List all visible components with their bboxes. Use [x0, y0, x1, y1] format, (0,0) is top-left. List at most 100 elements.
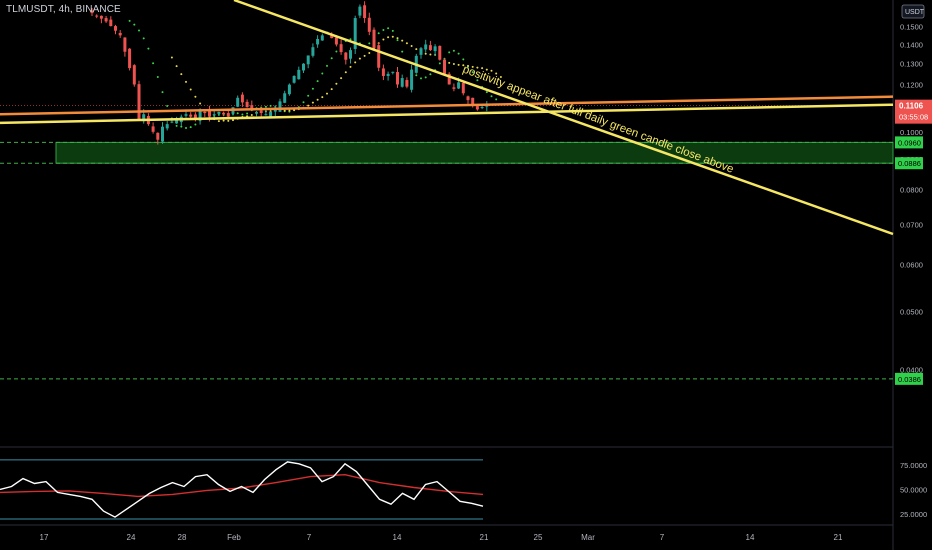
candle-body — [447, 73, 451, 85]
ma-slow-dot — [349, 65, 352, 68]
ma-fast-dot — [307, 94, 310, 97]
ma-slow-dot — [321, 96, 324, 99]
candle-body — [161, 126, 164, 142]
candle-body — [278, 101, 282, 112]
price-tick-label: 0.1500 — [900, 23, 923, 32]
level-badge-box — [895, 372, 923, 385]
candle — [156, 132, 160, 145]
candle-body — [132, 65, 136, 85]
currency-badge-box — [901, 4, 925, 19]
candle — [377, 42, 381, 72]
candle — [349, 47, 352, 64]
ma-slow-dot — [396, 37, 399, 40]
candle-body — [90, 10, 94, 14]
ma-slow-dot — [429, 53, 432, 56]
candle — [222, 111, 226, 117]
ma-fast-dot — [457, 52, 460, 55]
price-tick-label: 0.0500 — [900, 308, 923, 317]
candle — [316, 35, 320, 48]
candle-body — [471, 97, 475, 105]
candle-body — [457, 82, 461, 89]
candle — [104, 15, 108, 23]
candle-body — [316, 38, 320, 45]
candle-body — [165, 124, 169, 129]
ma-fast-dot — [189, 126, 192, 129]
candle-body — [137, 84, 141, 120]
candle — [424, 39, 428, 53]
time-tick-label: 21 — [834, 533, 843, 542]
rsi-line — [0, 461, 484, 518]
time-tick-label: 25 — [534, 533, 543, 542]
ma-fast-dot — [133, 23, 136, 26]
level-badge-label: 0.0960 — [898, 138, 921, 147]
candle-body — [344, 52, 348, 60]
ma-slow-dot — [485, 68, 488, 71]
price-tick-label: 0.0700 — [900, 220, 923, 229]
price-tick-label: 0.1300 — [900, 60, 923, 69]
candle-body — [353, 18, 357, 49]
candle — [118, 30, 122, 38]
candle — [264, 109, 268, 116]
candle-body — [217, 111, 221, 114]
ma-fast-dot — [476, 79, 479, 82]
candle-body — [99, 15, 103, 19]
ma-fast-dot — [166, 104, 169, 107]
ma-slow-dot — [330, 88, 333, 91]
candle-body — [363, 5, 367, 19]
price-tick-label: 0.0600 — [900, 260, 923, 269]
ma-fast-dot — [485, 91, 488, 94]
candle-body — [396, 72, 399, 85]
price-tick-label: 0.1200 — [900, 80, 923, 89]
candle-body — [410, 69, 414, 90]
candles-layer — [90, 1, 489, 145]
ma-fast-dot — [194, 123, 197, 126]
ma-slow-dot — [335, 82, 338, 85]
ma-slow-dot — [462, 64, 465, 67]
candle — [396, 66, 399, 88]
rsi-pane[interactable]: 75.0000 50.0000 25.0000 — [0, 459, 927, 520]
ma-fast-dot — [377, 32, 380, 35]
candle-body — [339, 44, 343, 53]
candle-body — [283, 93, 287, 103]
candle-body — [259, 110, 263, 114]
trendline-layer[interactable] — [0, 0, 894, 236]
candle — [353, 15, 357, 55]
price-axis[interactable]: 0.15000.14000.13000.12000.11000.10000.09… — [895, 4, 932, 385]
ma-slow-dot — [476, 66, 479, 69]
candle — [461, 81, 465, 96]
ma-slow-dot — [180, 73, 183, 76]
candle-body — [240, 94, 244, 103]
candle-body — [203, 111, 207, 114]
ma-fast-dot — [471, 71, 474, 74]
candle-body — [250, 105, 254, 110]
ma-fast-dot — [420, 77, 422, 80]
candle — [283, 90, 287, 104]
candle — [292, 75, 296, 84]
ma-slow-dot — [326, 92, 328, 95]
ma-slow-dot — [311, 101, 314, 104]
candle-body — [273, 109, 277, 112]
dashed-levels-layer — [0, 105, 893, 380]
ma-slow-dot — [499, 76, 502, 79]
candle — [320, 33, 324, 41]
ma-slow-dot — [358, 57, 361, 60]
candle-body — [400, 78, 404, 87]
ma-fast-dot — [311, 87, 314, 90]
candle-body — [109, 19, 113, 27]
candle-body — [264, 114, 268, 116]
orange-trendline — [0, 95, 894, 116]
candle — [447, 72, 451, 85]
ma-slow-dot — [199, 102, 202, 105]
ma-fast-dot — [321, 72, 324, 75]
candle — [255, 111, 258, 117]
ma-fast-dot — [429, 73, 432, 76]
time-axis[interactable]: 17 24 28 Feb 7 14 21 25 Mar 7 14 21 — [40, 533, 843, 542]
candle-body — [480, 107, 484, 109]
current-price-value: 0.1106 — [899, 102, 924, 111]
ma-fast-dot — [302, 101, 305, 104]
candle-body — [334, 37, 338, 45]
support-zone-layer — [55, 141, 894, 164]
ma-fast-dot — [246, 112, 249, 115]
ma-fast-dot — [462, 58, 465, 61]
